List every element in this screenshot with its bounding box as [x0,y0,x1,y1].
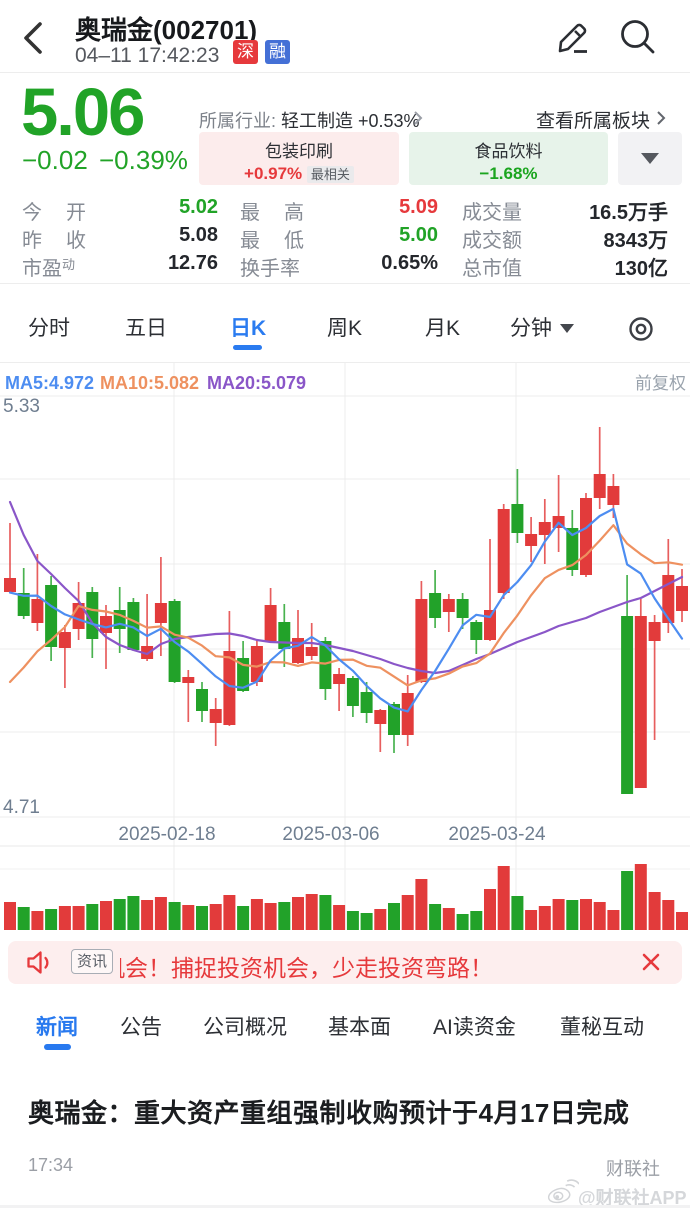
svg-text:MA10:5.082: MA10:5.082 [100,373,199,393]
svg-text:MA5:4.972: MA5:4.972 [5,373,94,393]
svg-text:MA20:5.079: MA20:5.079 [207,373,306,393]
svg-text:4.71: 4.71 [3,797,40,818]
svg-text:2025-03-24: 2025-03-24 [448,824,546,845]
svg-text:2025-02-18: 2025-02-18 [118,824,215,845]
svg-text:2025-03-06: 2025-03-06 [282,824,379,845]
svg-text:5.33: 5.33 [3,396,40,417]
svg-text:前复权: 前复权 [635,374,686,393]
